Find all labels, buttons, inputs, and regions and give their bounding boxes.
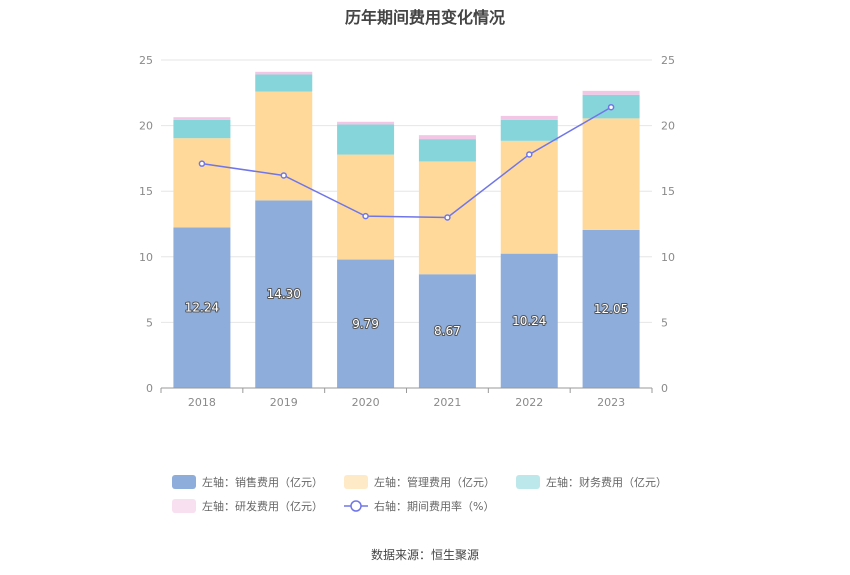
source-note: 数据来源：恒生聚源 bbox=[370, 548, 479, 562]
bar-segment-1[interactable] bbox=[173, 227, 231, 388]
y-right-tick-label: 0 bbox=[661, 382, 668, 395]
y-left-tick-label: 10 bbox=[139, 251, 153, 264]
bar-segment-2[interactable] bbox=[173, 138, 231, 228]
bar-segment-1[interactable] bbox=[255, 200, 313, 388]
x-tick-label: 2022 bbox=[515, 396, 543, 409]
bar-segment-4[interactable] bbox=[255, 71, 313, 75]
bar-segment-3[interactable] bbox=[418, 139, 476, 162]
legend-swatch bbox=[344, 475, 368, 489]
legend-item[interactable]: 左轴：财务费用（亿元） bbox=[546, 475, 667, 489]
legend-item[interactable]: 右轴：期间费用率（%） bbox=[374, 499, 494, 513]
y-left-tick-label: 25 bbox=[139, 54, 153, 67]
bar-data-label: 8.67 bbox=[434, 324, 461, 338]
bar-segment-4[interactable] bbox=[418, 135, 476, 140]
legend-line-marker bbox=[350, 500, 362, 512]
y-right-tick-label: 10 bbox=[661, 251, 675, 264]
legend-swatch bbox=[516, 475, 540, 489]
bar-segment-1[interactable] bbox=[582, 229, 640, 388]
bar-segment-2[interactable] bbox=[255, 91, 313, 201]
line-series-rate bbox=[201, 106, 612, 219]
y-right-tick-label: 5 bbox=[661, 316, 668, 329]
bar-segment-1[interactable] bbox=[337, 259, 395, 388]
bar-data-label: 12.05 bbox=[594, 302, 628, 316]
y-left-tick-label: 0 bbox=[146, 382, 153, 395]
bar-segment-4[interactable] bbox=[337, 121, 395, 125]
bar-segment-2[interactable] bbox=[337, 154, 395, 260]
bar-segment-3[interactable] bbox=[255, 74, 313, 92]
bar-segment-2[interactable] bbox=[582, 118, 640, 230]
bar-segment-3[interactable] bbox=[173, 119, 231, 139]
legend-swatch bbox=[172, 475, 196, 489]
legend-item[interactable]: 左轴：研发费用（亿元） bbox=[202, 499, 323, 513]
line-point[interactable] bbox=[526, 151, 533, 158]
y-right-tick-label: 20 bbox=[661, 120, 675, 133]
line-point[interactable] bbox=[444, 214, 451, 221]
bar-segment-1[interactable] bbox=[418, 274, 476, 388]
bar-segment-4[interactable] bbox=[582, 90, 640, 95]
bar-data-label: 12.24 bbox=[185, 301, 219, 315]
y-left-tick-label: 20 bbox=[139, 120, 153, 133]
bar-segment-4[interactable] bbox=[500, 115, 558, 120]
line-point[interactable] bbox=[280, 172, 287, 179]
bar-segment-1[interactable] bbox=[500, 253, 558, 388]
y-left-tick-label: 5 bbox=[146, 316, 153, 329]
bar-segment-3[interactable] bbox=[500, 119, 558, 141]
y-right-tick-label: 15 bbox=[661, 185, 675, 198]
y-right-tick-label: 25 bbox=[661, 54, 675, 67]
legend-item[interactable]: 左轴：管理费用（亿元） bbox=[374, 475, 495, 489]
bar-data-label: 9.79 bbox=[352, 317, 379, 331]
bar-data-label: 10.24 bbox=[512, 314, 546, 328]
legend-item[interactable]: 左轴：销售费用（亿元） bbox=[202, 475, 323, 489]
x-tick-label: 2019 bbox=[270, 396, 298, 409]
line-point[interactable] bbox=[198, 160, 206, 167]
bar-segment-4[interactable] bbox=[173, 117, 231, 120]
x-tick-label: 2018 bbox=[188, 396, 216, 409]
x-tick-label: 2020 bbox=[352, 396, 380, 409]
legend-swatch bbox=[172, 499, 196, 513]
chart-title: 历年期间费用变化情况 bbox=[344, 8, 505, 27]
bar-segment-3[interactable] bbox=[337, 124, 395, 155]
bar-segment-2[interactable] bbox=[500, 140, 558, 254]
x-tick-label: 2021 bbox=[433, 396, 461, 409]
line-point[interactable] bbox=[362, 212, 369, 220]
x-tick-label: 2023 bbox=[597, 396, 625, 409]
y-left-tick-label: 15 bbox=[139, 185, 153, 198]
bar-data-label: 14.30 bbox=[267, 287, 301, 301]
line-point[interactable] bbox=[607, 103, 615, 111]
